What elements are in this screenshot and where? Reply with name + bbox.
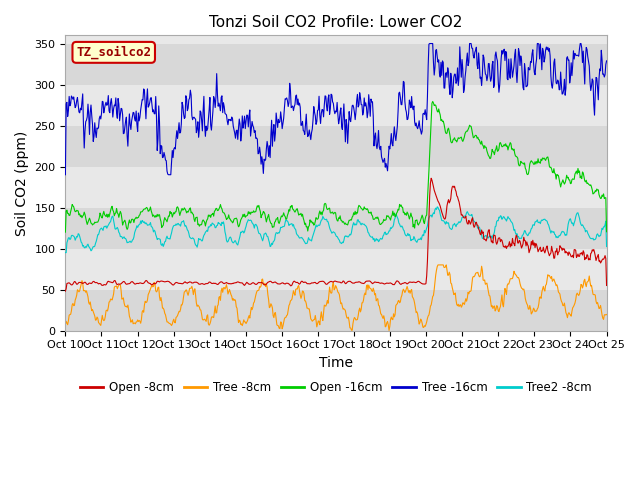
Legend: Open -8cm, Tree -8cm, Open -16cm, Tree -16cm, Tree2 -8cm: Open -8cm, Tree -8cm, Open -16cm, Tree -… [75,376,597,398]
Text: TZ_soilco2: TZ_soilco2 [76,46,151,59]
X-axis label: Time: Time [319,356,353,370]
Y-axis label: Soil CO2 (ppm): Soil CO2 (ppm) [15,130,29,236]
Bar [65,126,607,167]
Bar [65,289,607,331]
Bar [65,2,607,44]
Bar [65,84,607,126]
Bar [65,207,607,249]
Bar [65,44,607,84]
Bar [65,249,607,289]
Bar [65,167,607,207]
Title: Tonzi Soil CO2 Profile: Lower CO2: Tonzi Soil CO2 Profile: Lower CO2 [209,15,463,30]
